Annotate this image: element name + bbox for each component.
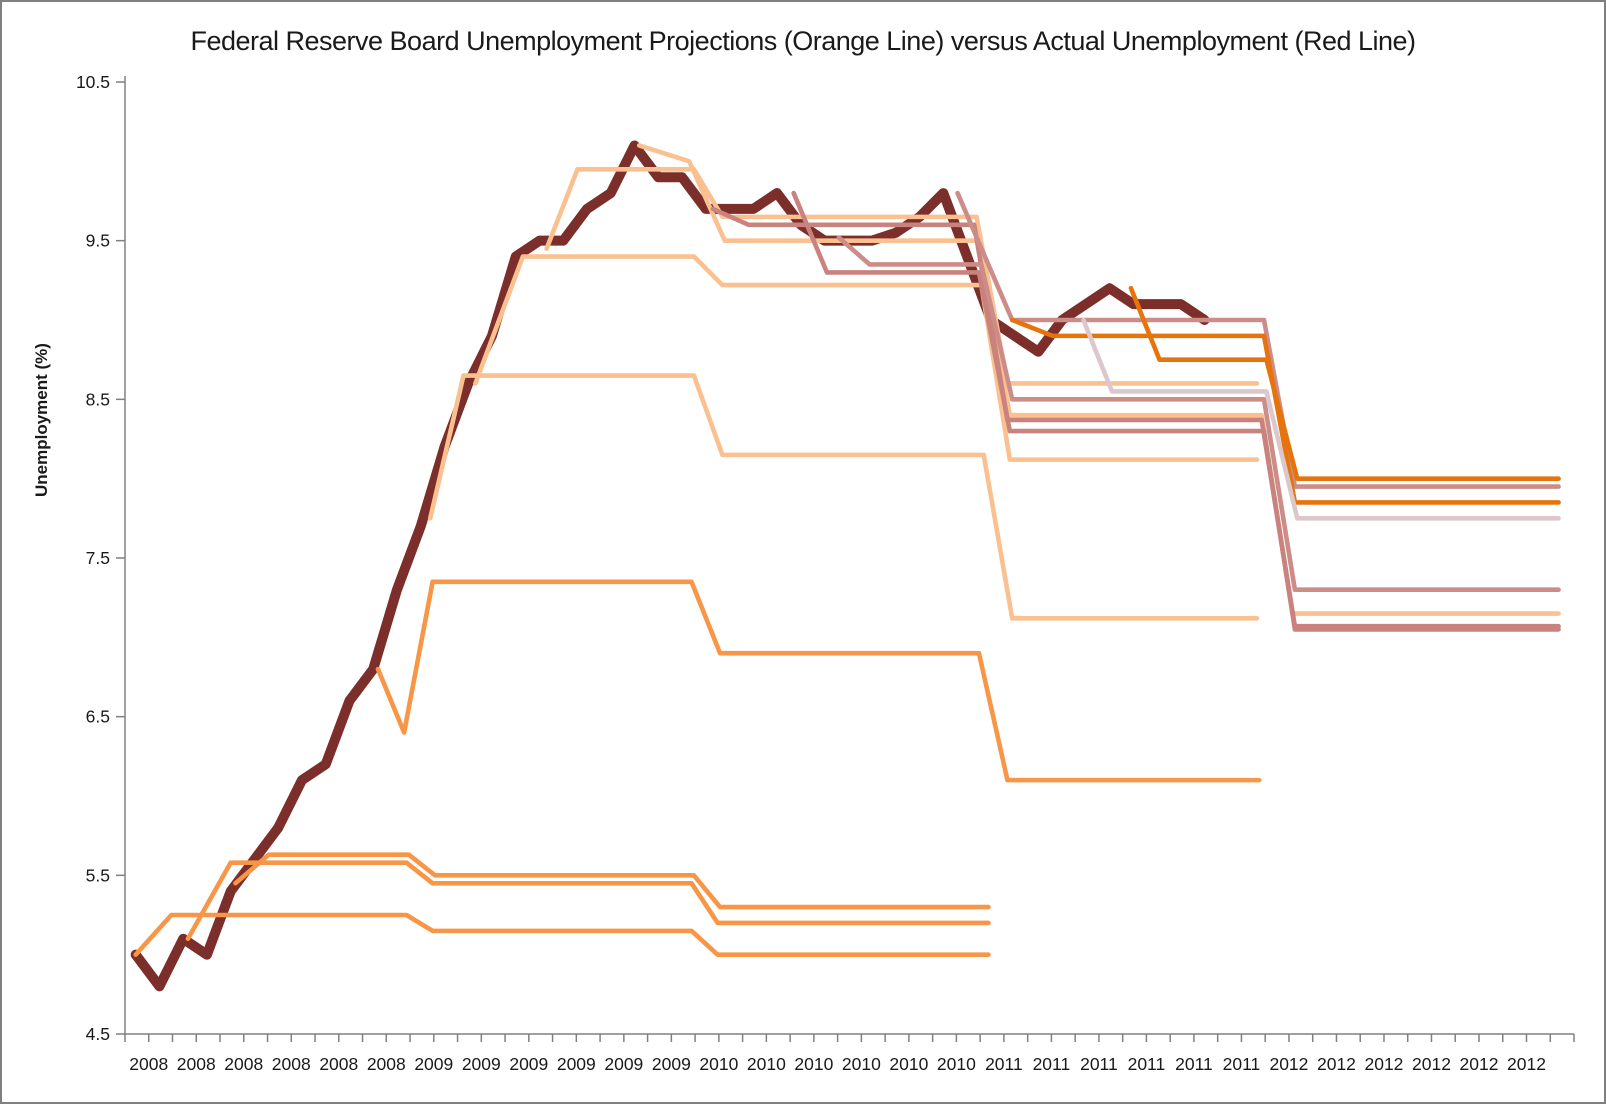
x-tick-label: 2009 — [414, 1054, 453, 1074]
x-tick-label: 2010 — [842, 1054, 881, 1074]
y-tick-label: 6.5 — [86, 707, 110, 727]
x-tick-label: 2010 — [699, 1054, 738, 1074]
x-tick-label: 2008 — [367, 1054, 406, 1074]
projection-line-january-2008-projection — [133, 912, 991, 957]
x-tick-label: 2010 — [937, 1054, 976, 1074]
projection-line-october-2008-projection — [375, 579, 1262, 783]
x-tick-label: 2010 — [794, 1054, 833, 1074]
x-tick-label: 2009 — [462, 1054, 501, 1074]
x-tick-label: 2012 — [1317, 1054, 1356, 1074]
projection-line-april-2011-projection — [1081, 317, 1561, 521]
projection-line-april-2008-projection — [185, 860, 991, 942]
y-tick-label: 5.5 — [86, 865, 110, 885]
y-tick-label: 9.5 — [86, 231, 110, 251]
x-tick-label: 2009 — [557, 1054, 596, 1074]
x-tick-label: 2012 — [1364, 1054, 1403, 1074]
x-tick-label: 2009 — [652, 1054, 691, 1074]
x-tick-label: 2008 — [224, 1054, 263, 1074]
x-tick-label: 2008 — [319, 1054, 358, 1074]
y-tick-label: 4.5 — [86, 1024, 110, 1044]
x-tick-label: 2012 — [1460, 1054, 1499, 1074]
y-tick-label: 10.5 — [76, 72, 110, 92]
x-tick-label: 2009 — [509, 1054, 548, 1074]
actual-unemployment-line — [130, 140, 1210, 992]
projection-line-june-2008-projection — [233, 852, 991, 910]
projection-line-january-2009-projection — [427, 373, 1260, 621]
y-tick-label: 7.5 — [86, 548, 110, 568]
y-tick-label: 8.5 — [86, 389, 110, 409]
x-tick-label: 2011 — [1223, 1054, 1261, 1074]
projection-line-june-2010-projection — [836, 235, 1561, 593]
projection-line-april-2009-projection — [473, 254, 1260, 462]
projection-line-april-2010-projection — [791, 190, 1561, 632]
projection-line-june-2009-projection — [544, 166, 1260, 386]
projection-line-november-2010-projection — [955, 190, 1561, 489]
x-tick-label: 2010 — [747, 1054, 786, 1074]
x-tick-label: 2011 — [1128, 1054, 1166, 1074]
projection-line-june-2011-projection — [1128, 285, 1561, 481]
x-tick-label: 2011 — [1175, 1054, 1213, 1074]
projection-line-january-2011-projection — [1009, 317, 1561, 505]
x-tick-label: 2012 — [1269, 1054, 1308, 1074]
x-tick-label: 2011 — [1033, 1054, 1071, 1074]
x-tick-label: 2012 — [1412, 1054, 1451, 1074]
x-tick-label: 2009 — [604, 1054, 643, 1074]
x-tick-label: 2011 — [1080, 1054, 1118, 1074]
x-tick-label: 2010 — [889, 1054, 928, 1074]
x-tick-label: 2008 — [129, 1054, 168, 1074]
x-tick-label: 2008 — [177, 1054, 216, 1074]
x-tick-label: 2011 — [985, 1054, 1023, 1074]
chart-title: Federal Reserve Board Unemployment Proje… — [190, 26, 1416, 56]
x-tick-label: 2008 — [272, 1054, 311, 1074]
x-tick-label: 2012 — [1507, 1054, 1546, 1074]
